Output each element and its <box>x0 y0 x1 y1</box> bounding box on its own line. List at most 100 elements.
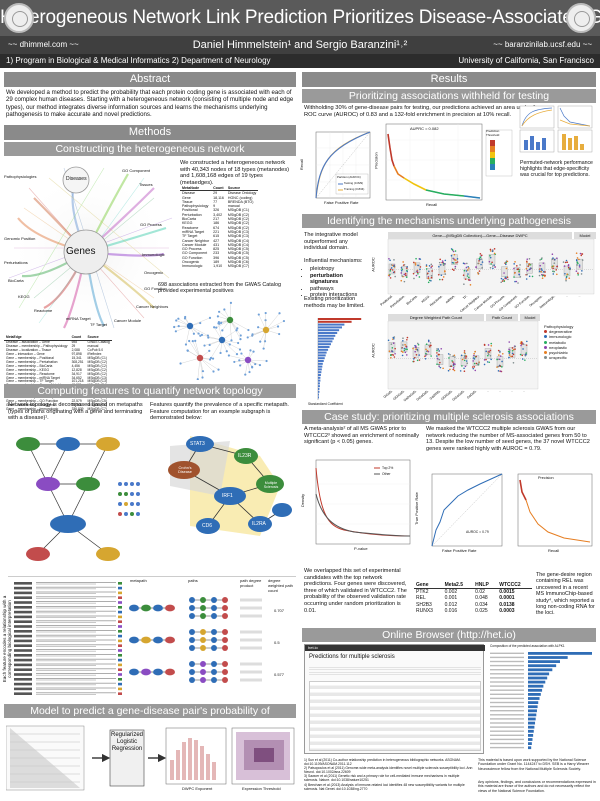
coefficient-bar <box>318 352 327 354</box>
browser-heading: Online Browser (http://het.io) <box>302 628 596 642</box>
auroc-point <box>518 271 520 273</box>
browser-text-block <box>309 665 481 677</box>
reference-item: 3) Sawcer et al (2011) Genetic risk and … <box>304 774 474 782</box>
feature-name-mark <box>14 611 32 614</box>
feature-name-mark <box>14 654 32 657</box>
path-node <box>200 613 206 619</box>
gwas-gene-node <box>278 312 280 314</box>
feature-description-line <box>36 664 116 665</box>
auroc-point <box>419 258 421 260</box>
auroc-point <box>391 343 393 345</box>
ms-roc-ylabel: True Positive Rate <box>414 492 419 525</box>
auroc-point <box>490 355 492 357</box>
right-url[interactable]: ~~ baranzinilab.ucsf.edu ~~ <box>493 36 592 54</box>
auroc-point <box>464 353 466 355</box>
auroc-point <box>527 270 529 272</box>
auroc-point <box>576 270 578 272</box>
auroc-point <box>465 278 467 280</box>
auroc-point <box>531 268 533 270</box>
auroc-point <box>466 263 468 265</box>
auroc-point <box>394 348 396 350</box>
table-cell: RUNX3 <box>414 608 443 614</box>
density-ylabel: Density <box>300 494 305 507</box>
auroc-point <box>391 350 393 352</box>
auroc-point <box>503 272 505 274</box>
auroc-point <box>451 360 453 362</box>
coefficient-bar <box>318 366 322 368</box>
auroc-point <box>478 273 480 275</box>
gwas-gene-node <box>179 362 181 364</box>
table-cell: 0.02 <box>473 589 497 596</box>
auroc-point <box>454 254 456 256</box>
gwas-gene-node <box>201 334 203 336</box>
feature-name-mark <box>14 635 32 638</box>
gwas-gene-node <box>203 344 205 346</box>
category-label: miRNA <box>445 294 456 304</box>
path-node <box>222 629 228 635</box>
auroc-point <box>417 270 419 272</box>
auroc-point <box>442 279 444 281</box>
feature-name-mark <box>14 678 32 681</box>
path-node <box>211 597 217 603</box>
auroc-point <box>472 360 474 362</box>
calc-header: paths <box>188 578 198 583</box>
auroc-point <box>526 274 528 276</box>
auroc-point <box>388 274 390 276</box>
auroc-point <box>436 350 438 352</box>
gwas-gene-node <box>278 333 280 335</box>
feature-name-mark <box>14 644 32 647</box>
legend-swatch <box>544 351 547 354</box>
site-name[interactable]: het.io <box>308 645 318 651</box>
auroc-point <box>428 282 430 284</box>
auroc-point <box>529 264 531 266</box>
coefficient-bar <box>318 391 319 393</box>
withheld-text: Withholding 30% of gene-disease pairs fo… <box>304 105 542 118</box>
gwas-disease-node <box>245 357 251 363</box>
path-node <box>189 605 195 611</box>
auroc-point <box>406 354 408 356</box>
auroc-point <box>388 258 390 260</box>
calc-header: degree weighted path count <box>268 578 296 593</box>
influential-item: pathways <box>310 286 366 293</box>
mechanisms-intro: The integrative model outperformed any i… <box>304 232 368 252</box>
composition-bar <box>528 742 532 745</box>
auroc-point <box>519 264 521 266</box>
browser-page-title: Predictions for multiple sclerosis <box>309 654 395 660</box>
chart2-pathcount-tab: Path Count <box>486 314 518 321</box>
auroc-point <box>518 274 520 276</box>
auroc-point <box>579 266 581 268</box>
network-visualization: Genes Diseases Pathophysiologies Tissues… <box>4 158 176 334</box>
auroc-point <box>513 276 515 278</box>
feature-name-mark <box>14 592 32 595</box>
permuted-network-charts <box>518 104 594 154</box>
gene-node-label: STAT3 <box>190 441 205 447</box>
auroc-point <box>576 260 578 262</box>
auroc-point <box>492 268 494 270</box>
auroc-point <box>468 277 470 279</box>
auroc-point <box>472 368 474 370</box>
node-label: Pathophysiologies <box>4 174 36 179</box>
composition-bar <box>528 693 541 696</box>
feature-description-line <box>36 636 96 637</box>
auroc-point <box>502 353 504 355</box>
auroc-point <box>496 359 498 361</box>
withheld-heading: Prioritizing associations withheld for t… <box>302 89 596 103</box>
auroc-point <box>467 269 469 271</box>
auroc-point <box>499 352 501 354</box>
feature-description-line <box>36 673 116 674</box>
auroc-point <box>473 355 475 357</box>
auroc-point <box>485 359 487 361</box>
feature-name-mark <box>14 620 32 623</box>
auroc-point <box>503 281 505 283</box>
auroc-point <box>490 350 492 352</box>
metapath-node <box>165 669 175 676</box>
feature-description-line <box>36 627 96 628</box>
table-cell: Immunologic <box>180 264 211 268</box>
composition-label-mark <box>490 677 524 678</box>
auroc-point <box>425 355 427 357</box>
degree-product-mark <box>240 679 262 682</box>
feature-type-mark <box>118 649 122 652</box>
coefficient-bar <box>318 324 344 326</box>
auroc-point <box>436 348 438 350</box>
